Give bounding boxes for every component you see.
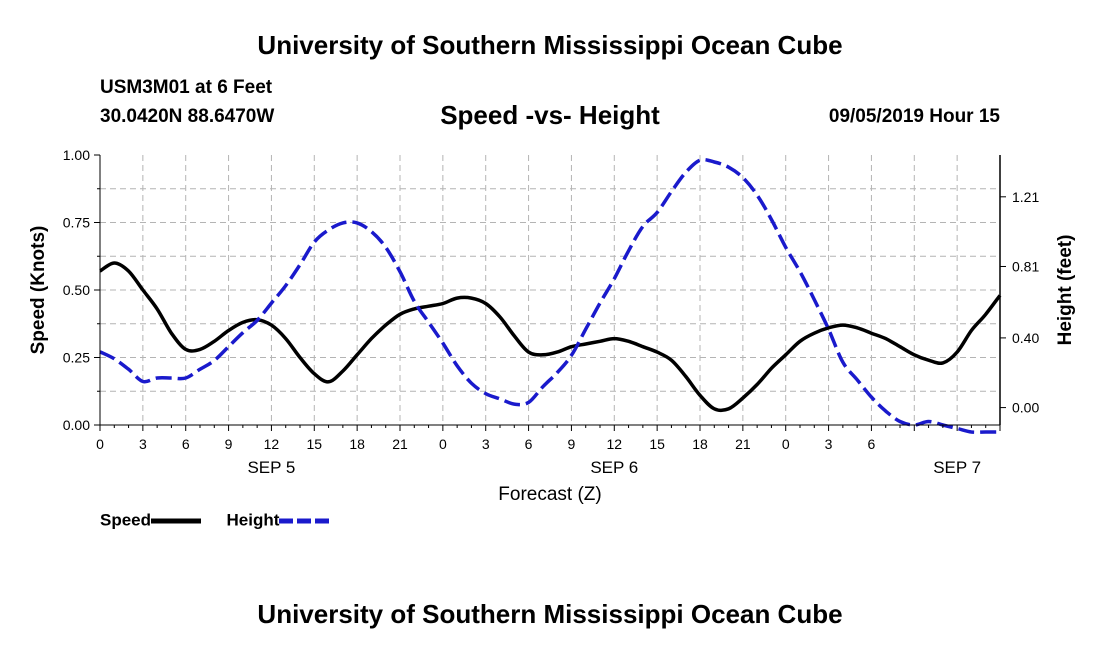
x-tick-label: 0 <box>439 436 447 452</box>
y2-tick-label: 0.00 <box>1012 400 1039 416</box>
x-tick-label: 6 <box>525 436 533 452</box>
x-axis-title: Forecast (Z) <box>498 484 601 505</box>
y2-tick-label: 0.81 <box>1012 258 1039 274</box>
x-tick-label: 21 <box>392 436 408 452</box>
y-tick-label: 0.25 <box>63 350 90 366</box>
x-tick-label: 0 <box>782 436 790 452</box>
x-tick-label: 12 <box>264 436 280 452</box>
x-tick-label: 21 <box>735 436 751 452</box>
x-tick-label: 3 <box>482 436 490 452</box>
series-speed-line <box>99 261 1002 413</box>
series-height-line <box>99 157 1000 434</box>
datetime-label: 09/05/2019 Hour 15 <box>828 106 1000 127</box>
legend-height-swatch <box>279 518 330 524</box>
legend-height-label: Height <box>226 510 280 530</box>
y2-tick-label: 1.21 <box>1012 189 1039 205</box>
x-tick-label: 12 <box>606 436 622 452</box>
x-tick-label: 0 <box>96 436 104 452</box>
x-tick-label: 18 <box>349 436 365 452</box>
y-tick-label: 1.00 <box>63 147 90 163</box>
y-tick-label: 0.00 <box>63 417 90 433</box>
legend-speed-label: Speed <box>100 510 152 530</box>
labels-layer: 0 3 6 9 12 15 18 21 0 3 6 9 12 15 18 21 0 3 6 0.00 0.25 0.50 0… <box>28 147 1076 505</box>
coordinates-label: 30.0420N 88.6470W <box>100 106 275 127</box>
y2-tick-label: 0.40 <box>1012 330 1039 346</box>
y2-axis-title: Height (feet) <box>1055 235 1076 346</box>
series-layer <box>99 157 1002 434</box>
x-tick-label: 15 <box>649 436 665 452</box>
x-tick-label: 6 <box>182 436 190 452</box>
axes-layer <box>94 154 1006 431</box>
x-tick-label: 6 <box>868 436 876 452</box>
top-title: University of Southern Mississippi Ocean… <box>257 30 843 60</box>
date-label: SEP 7 <box>933 458 981 477</box>
y-tick-label: 0.50 <box>63 282 90 298</box>
bottom-title: University of Southern Mississippi Ocean… <box>257 599 843 629</box>
x-tick-label: 18 <box>692 436 708 452</box>
y-axis-title: Speed (Knots) <box>28 226 49 355</box>
grid-layer <box>100 155 1000 425</box>
x-tick-label: 3 <box>825 436 833 452</box>
station-label: USM3M01 at 6 Feet <box>100 77 273 98</box>
legend: Speed Height <box>100 510 331 531</box>
legend-speed-swatch <box>151 518 202 524</box>
y-tick-label: 0.75 <box>63 215 90 231</box>
x-tick-label: 15 <box>306 436 322 452</box>
chart-subtitle: Speed -vs- Height <box>440 100 660 130</box>
x-tick-label: 3 <box>139 436 147 452</box>
x-tick-label: 9 <box>568 436 576 452</box>
date-label: SEP 6 <box>590 458 638 477</box>
x-tick-label: 9 <box>225 436 233 452</box>
date-label: SEP 5 <box>247 458 295 477</box>
